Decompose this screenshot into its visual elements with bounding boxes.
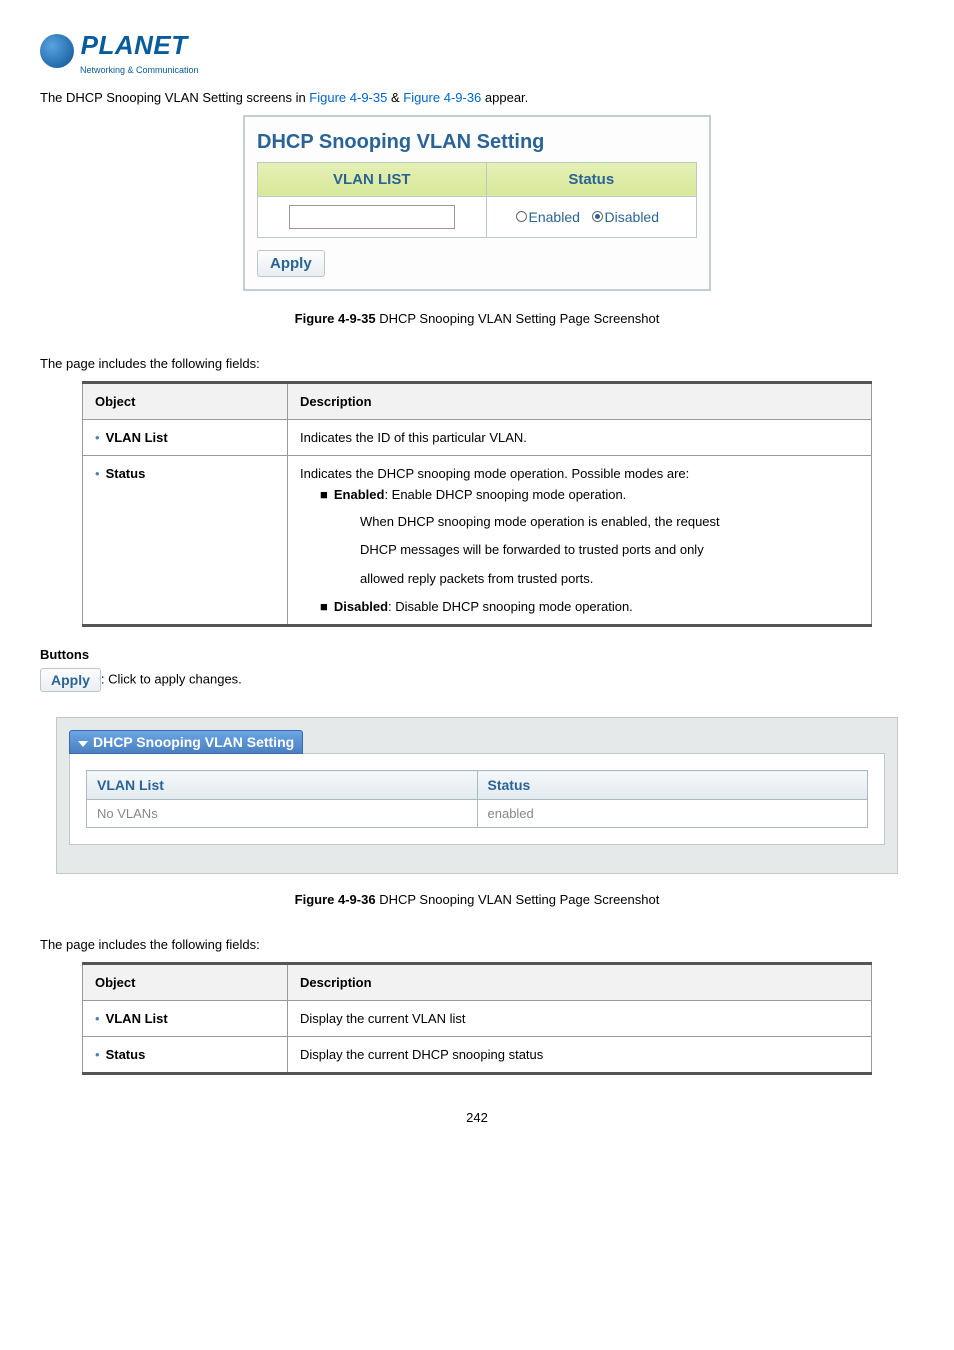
t1-r2-en-d2: DHCP messages will be forwarded to trust… xyxy=(360,542,704,557)
table-row: VLAN List Indicates the ID of this parti… xyxy=(83,419,872,455)
brand-logo: PLANET Networking & Communication xyxy=(40,30,914,75)
t2-r2-desc: Display the current DHCP snooping status xyxy=(288,1037,872,1074)
intro-amp: & xyxy=(387,90,403,105)
figure-link-1[interactable]: Figure 4-9-35 xyxy=(309,90,387,105)
table-row: Status Indicates the DHCP snooping mode … xyxy=(83,455,872,626)
figure-1-caption: Figure 4-9-35 DHCP Snooping VLAN Setting… xyxy=(40,311,914,326)
accordion-header[interactable]: DHCP Snooping VLAN Setting xyxy=(69,730,303,754)
figure-1-caption-text: DHCP Snooping VLAN Setting Page Screensh… xyxy=(376,311,660,326)
accordion-title: DHCP Snooping VLAN Setting xyxy=(93,734,294,750)
disabled-radio[interactable] xyxy=(592,211,603,222)
vlan-result-table: VLAN List Status No VLANs enabled xyxy=(86,770,868,828)
t1-header-object: Object xyxy=(83,382,288,419)
t1-r1-object-label: VLAN List xyxy=(106,430,168,445)
t1-r1-object: VLAN List xyxy=(95,430,168,445)
page-number: 242 xyxy=(40,1110,914,1125)
figure-1-panel: DHCP Snooping VLAN Setting VLAN LIST Sta… xyxy=(243,115,711,291)
apply-button-desc-row: Apply: Click to apply changes. xyxy=(40,668,914,692)
t1-r1-desc: Indicates the ID of this particular VLAN… xyxy=(288,419,872,455)
t1-r2-disabled-item: Disabled: Disable DHCP snooping mode ope… xyxy=(320,599,859,614)
res-row-status: enabled xyxy=(477,800,868,828)
t2-header-description: Description xyxy=(288,964,872,1001)
table-row: Status Display the current DHCP snooping… xyxy=(83,1037,872,1074)
figure-2-caption-text: DHCP Snooping VLAN Setting Page Screensh… xyxy=(376,892,660,907)
t1-r2-disabled-bold: Disabled xyxy=(334,599,388,614)
t1-r2-enabled-item: Enabled: Enable DHCP snooping mode opera… xyxy=(320,487,859,502)
res-col-vlan: VLAN List xyxy=(87,771,478,800)
globe-icon xyxy=(40,34,74,68)
chevron-down-icon xyxy=(78,741,88,747)
t1-r2-en-d3: allowed reply packets from trusted ports… xyxy=(360,571,593,586)
col-header-status: Status xyxy=(486,162,696,196)
figure-1-caption-num: Figure 4-9-35 xyxy=(295,311,376,326)
t2-header-object: Object xyxy=(83,964,288,1001)
t2-r2-object: Status xyxy=(95,1047,145,1062)
figure-2-caption: Figure 4-9-36 DHCP Snooping VLAN Setting… xyxy=(40,892,914,907)
brand-name: PLANET xyxy=(81,30,188,60)
t2-r1-desc: Display the current VLAN list xyxy=(288,1001,872,1037)
disabled-radio-label: Disabled xyxy=(605,209,659,225)
t1-r2-enabled-bold: Enabled xyxy=(334,487,385,502)
t2-r2-object-label: Status xyxy=(106,1047,146,1062)
accordion-body: VLAN List Status No VLANs enabled xyxy=(69,753,885,845)
intro-sentence: The DHCP Snooping VLAN Setting screens i… xyxy=(40,90,914,105)
intro-suffix: appear. xyxy=(481,90,528,105)
t1-header-description: Description xyxy=(288,382,872,419)
t2-r1-object-label: VLAN List xyxy=(106,1011,168,1026)
apply-button-desc: : Click to apply changes. xyxy=(101,672,242,687)
fields-table-2: Object Description VLAN List Display the… xyxy=(82,962,872,1075)
col-header-vlan-list: VLAN LIST xyxy=(258,162,487,196)
t1-r2-disabled-rest: : Disable DHCP snooping mode operation. xyxy=(388,599,633,614)
res-col-status: Status xyxy=(477,771,868,800)
t1-r2-enabled-rest: : Enable DHCP snooping mode operation. xyxy=(384,487,626,502)
t1-r2-line1: Indicates the DHCP snooping mode operati… xyxy=(300,466,859,481)
apply-button-inline[interactable]: Apply xyxy=(40,668,101,692)
t1-r2-desc: Indicates the DHCP snooping mode operati… xyxy=(288,455,872,626)
enabled-radio[interactable] xyxy=(516,211,527,222)
vlan-list-input[interactable] xyxy=(289,205,455,229)
enabled-radio-label: Enabled xyxy=(529,209,580,225)
figure-2-panel: DHCP Snooping VLAN Setting VLAN List Sta… xyxy=(56,717,898,874)
t1-r2-object: Status xyxy=(95,466,145,481)
buttons-heading: Buttons xyxy=(40,647,914,662)
t1-r2-enabled-detail: When DHCP snooping mode operation is ena… xyxy=(360,508,859,594)
figure-2-caption-num: Figure 4-9-36 xyxy=(295,892,376,907)
t2-r1-object: VLAN List xyxy=(95,1011,168,1026)
fields-intro-1: The page includes the following fields: xyxy=(40,356,914,371)
fields-table-1: Object Description VLAN List Indicates t… xyxy=(82,381,872,628)
t1-r2-object-label: Status xyxy=(106,466,146,481)
brand-tagline: Networking & Communication xyxy=(80,65,914,75)
figure-link-2[interactable]: Figure 4-9-36 xyxy=(403,90,481,105)
res-row-vlan: No VLANs xyxy=(87,800,478,828)
apply-button[interactable]: Apply xyxy=(257,250,325,277)
intro-prefix: The DHCP Snooping VLAN Setting screens i… xyxy=(40,90,309,105)
fields-intro-2: The page includes the following fields: xyxy=(40,937,914,952)
figure-1-title: DHCP Snooping VLAN Setting xyxy=(257,131,697,154)
t1-r2-en-d1: When DHCP snooping mode operation is ena… xyxy=(360,514,720,529)
table-row: No VLANs enabled xyxy=(87,800,868,828)
vlan-setting-form-table: VLAN LIST Status Enabled Disabled xyxy=(257,162,697,238)
table-row: VLAN List Display the current VLAN list xyxy=(83,1001,872,1037)
